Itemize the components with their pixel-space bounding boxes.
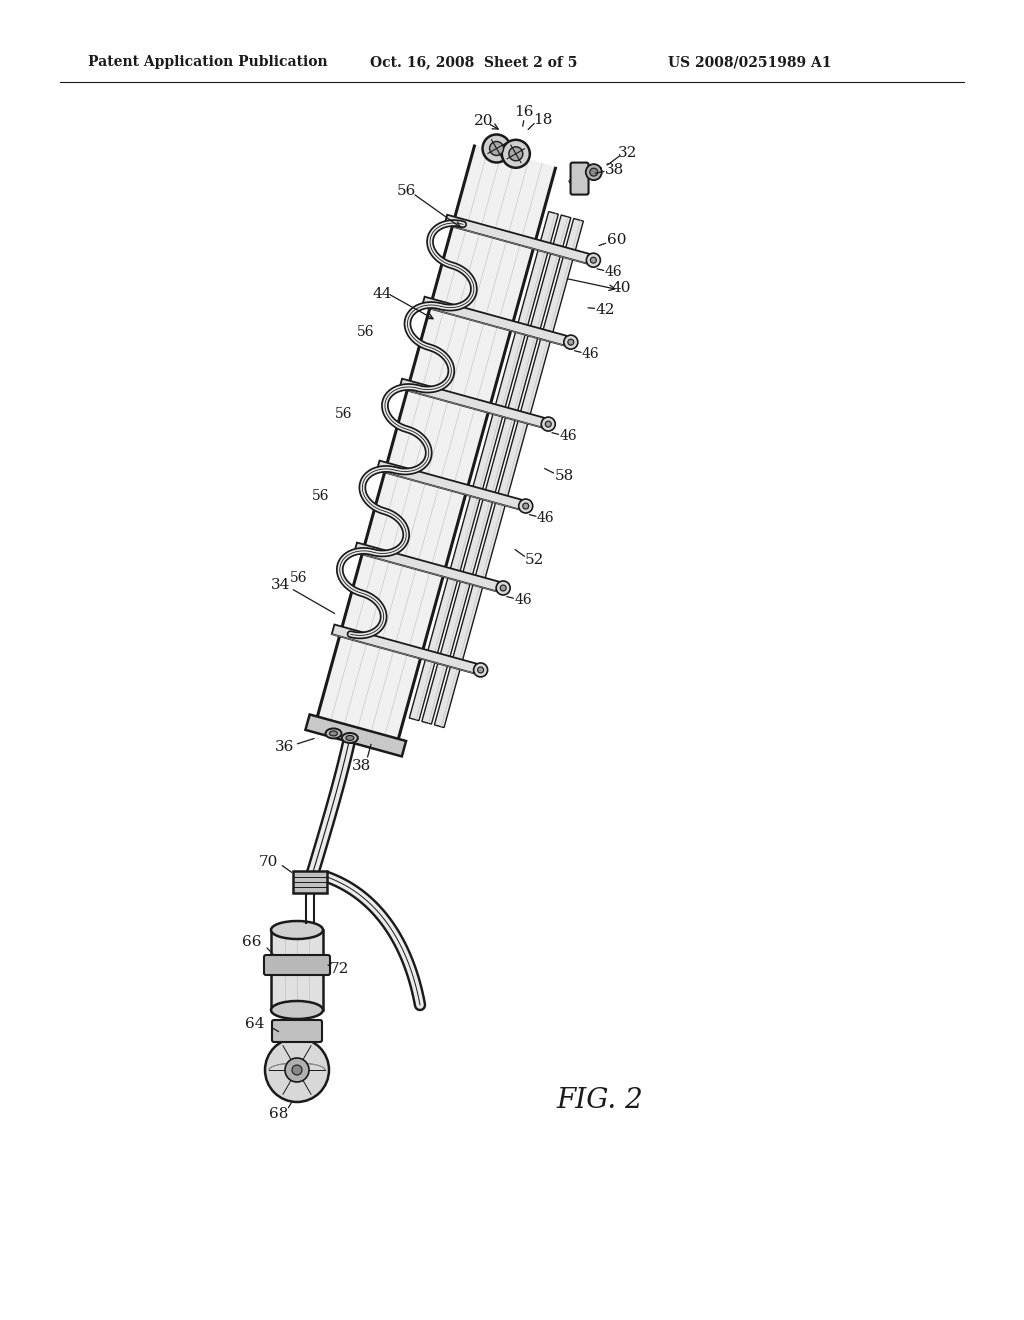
Circle shape	[590, 168, 598, 176]
Circle shape	[564, 335, 578, 348]
Circle shape	[477, 667, 483, 673]
Circle shape	[568, 339, 573, 345]
Text: 38: 38	[605, 162, 625, 177]
Text: 52: 52	[525, 553, 545, 566]
Polygon shape	[422, 215, 570, 725]
Text: Oct. 16, 2008  Sheet 2 of 5: Oct. 16, 2008 Sheet 2 of 5	[370, 55, 578, 69]
Text: 46: 46	[604, 265, 623, 279]
Circle shape	[292, 1065, 302, 1074]
Polygon shape	[399, 379, 544, 428]
Polygon shape	[434, 219, 584, 727]
Circle shape	[545, 421, 551, 428]
Text: 46: 46	[582, 347, 600, 362]
Circle shape	[265, 1038, 329, 1102]
Polygon shape	[354, 543, 499, 591]
Circle shape	[502, 140, 529, 168]
Text: 44: 44	[373, 286, 392, 301]
Polygon shape	[332, 624, 476, 673]
Circle shape	[587, 253, 600, 267]
Text: 16: 16	[514, 106, 534, 119]
FancyBboxPatch shape	[570, 162, 589, 194]
Text: 64: 64	[246, 1016, 265, 1031]
Circle shape	[509, 147, 523, 161]
Text: 18: 18	[534, 112, 553, 127]
Circle shape	[482, 135, 511, 162]
Text: 46: 46	[559, 429, 578, 444]
Ellipse shape	[330, 731, 338, 737]
Circle shape	[489, 141, 504, 156]
Text: 42: 42	[596, 302, 615, 317]
Text: 56: 56	[335, 407, 352, 421]
Polygon shape	[377, 461, 521, 510]
Text: 34: 34	[271, 578, 291, 593]
Text: 46: 46	[514, 593, 531, 607]
Text: 70: 70	[258, 855, 278, 869]
Polygon shape	[410, 211, 558, 721]
Text: 56: 56	[397, 185, 417, 198]
Text: 46: 46	[537, 511, 555, 525]
Polygon shape	[444, 215, 589, 264]
Ellipse shape	[271, 921, 323, 939]
Text: 38: 38	[352, 759, 372, 772]
Text: 56: 56	[290, 570, 307, 585]
Text: 68: 68	[269, 1107, 289, 1121]
Circle shape	[519, 499, 532, 513]
Circle shape	[522, 503, 528, 510]
Polygon shape	[422, 297, 566, 346]
Ellipse shape	[342, 733, 357, 743]
Polygon shape	[314, 145, 556, 748]
Text: 40: 40	[611, 281, 631, 294]
Text: 56: 56	[312, 488, 330, 503]
Text: 32: 32	[617, 145, 637, 160]
Polygon shape	[305, 714, 407, 756]
Text: FIG. 2: FIG. 2	[557, 1086, 643, 1114]
Text: 66: 66	[243, 935, 262, 949]
Text: 20: 20	[474, 115, 494, 128]
Text: 58: 58	[554, 470, 573, 483]
Polygon shape	[271, 931, 323, 1010]
Text: 56: 56	[357, 325, 375, 339]
Ellipse shape	[326, 729, 341, 738]
Text: 60: 60	[606, 234, 626, 247]
Circle shape	[285, 1059, 309, 1082]
Ellipse shape	[346, 735, 354, 741]
FancyBboxPatch shape	[272, 1020, 322, 1041]
Circle shape	[474, 663, 487, 677]
FancyBboxPatch shape	[264, 954, 330, 975]
FancyBboxPatch shape	[293, 871, 327, 894]
Text: US 2008/0251989 A1: US 2008/0251989 A1	[668, 55, 831, 69]
Circle shape	[591, 257, 596, 263]
Ellipse shape	[271, 1001, 323, 1019]
Circle shape	[586, 164, 602, 180]
Text: Patent Application Publication: Patent Application Publication	[88, 55, 328, 69]
Circle shape	[500, 585, 506, 591]
Circle shape	[542, 417, 555, 432]
Text: 72: 72	[330, 962, 349, 975]
Text: 36: 36	[275, 739, 295, 754]
Circle shape	[497, 581, 510, 595]
